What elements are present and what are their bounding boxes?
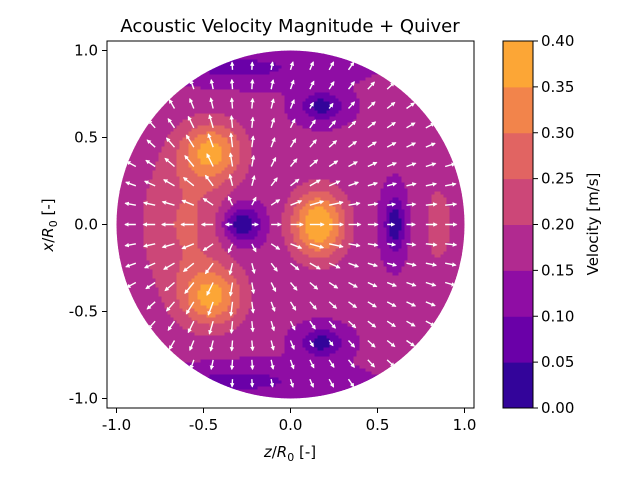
chart-title: Acoustic Velocity Magnitude + Quiver bbox=[120, 16, 460, 37]
colorbar-tick-label: 0.30 bbox=[541, 124, 574, 142]
y-tick-label: 1.0 bbox=[74, 42, 98, 60]
quiver-arrow bbox=[252, 80, 253, 89]
x-axis-ticks: -1.0 -0.5 0.0 0.5 1.0 bbox=[102, 408, 477, 434]
x-tick-label: 0.0 bbox=[279, 416, 303, 434]
x-axis-label: z/R0 [-] bbox=[263, 443, 316, 464]
colorbar-band bbox=[503, 179, 533, 225]
quiver-arrow bbox=[232, 341, 233, 351]
colorbar-band bbox=[503, 133, 533, 179]
colorbar-tick-label: 0.00 bbox=[541, 399, 574, 417]
colorbar: 0.00 0.05 0.10 0.15 0.20 0.25 0.30 0.35 0.40 bbox=[503, 32, 574, 417]
quiver-arrow bbox=[252, 99, 253, 109]
y-tick-label: -1.0 bbox=[69, 390, 98, 408]
colorbar-band bbox=[503, 270, 533, 316]
x-tick-label: -1.0 bbox=[102, 416, 131, 434]
colorbar-tick-label: 0.40 bbox=[541, 32, 574, 50]
x-tick-label: -0.5 bbox=[189, 416, 218, 434]
y-axis-ticks: 1.0 0.5 0.0 -0.5 -1.0 bbox=[69, 42, 107, 408]
colorbar-band bbox=[503, 87, 533, 133]
y-tick-label: 0.5 bbox=[74, 129, 98, 147]
quiver-arrow bbox=[252, 360, 253, 369]
quiver-arrow bbox=[252, 341, 253, 351]
quiver-arrow bbox=[232, 98, 233, 108]
colorbar-tick-label: 0.05 bbox=[541, 353, 574, 371]
colorbar-band bbox=[503, 316, 533, 362]
colorbar-tick-label: 0.25 bbox=[541, 170, 574, 188]
colorbar-tick-label: 0.10 bbox=[541, 307, 574, 325]
colorbar-label: Velocity [m/s] bbox=[584, 173, 602, 276]
colorbar-band bbox=[503, 41, 533, 87]
quiver-arrow bbox=[232, 80, 233, 89]
y-tick-label: 0.0 bbox=[74, 216, 98, 234]
colorbar-band bbox=[503, 362, 533, 408]
x-tick-label: 1.0 bbox=[453, 416, 477, 434]
y-axis-label: x/R0 [-] bbox=[39, 198, 60, 252]
quiver-arrow bbox=[232, 360, 233, 369]
colorbar-tick-label: 0.15 bbox=[541, 261, 574, 279]
colorbar-tick-label: 0.20 bbox=[541, 216, 574, 234]
y-tick-label: -0.5 bbox=[69, 303, 98, 321]
x-tick-label: 0.5 bbox=[366, 416, 390, 434]
colorbar-band bbox=[503, 225, 533, 271]
colorbar-tick-label: 0.35 bbox=[541, 78, 574, 96]
